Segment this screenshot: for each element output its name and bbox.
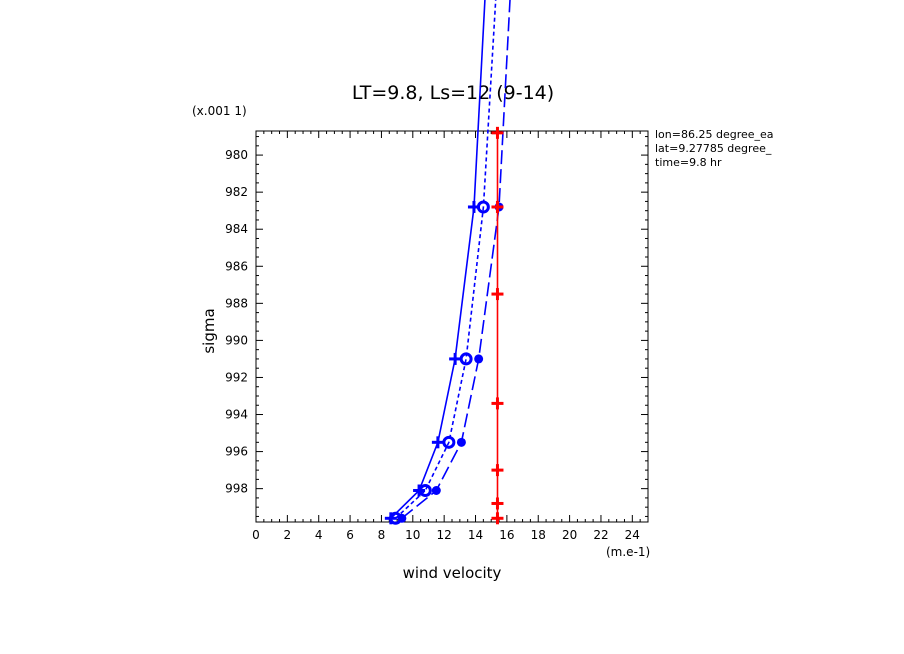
y-tick-label: 980 <box>225 148 248 162</box>
x-tick-label: 2 <box>284 528 292 542</box>
series-4-point <box>491 512 504 525</box>
series-4-point <box>491 397 504 410</box>
x-unit-label: (m.e-1) <box>606 545 650 559</box>
x-tick-label: 6 <box>346 528 354 542</box>
x-tick-label: 10 <box>405 528 420 542</box>
series-3-point <box>474 354 484 364</box>
x-tick-label: 14 <box>468 528 483 542</box>
y-tick-label: 982 <box>225 185 248 199</box>
series-3-point <box>397 513 407 523</box>
y-tick-label: 986 <box>225 259 248 273</box>
y-axis-label: sigma <box>200 308 218 353</box>
plot-frame <box>255 130 649 523</box>
series-4-point <box>491 200 504 213</box>
series-2-point <box>442 435 456 449</box>
x-tick-label: 4 <box>315 528 323 542</box>
series-line-2 <box>395 0 497 519</box>
y-tick-label: 990 <box>225 333 248 347</box>
series-2-point <box>459 352 473 366</box>
y-tick-label: 984 <box>225 222 248 236</box>
series-4-point <box>491 288 504 301</box>
y-tick-label: 996 <box>225 445 248 459</box>
series-3-point <box>431 485 441 495</box>
y-tick-label: 998 <box>225 482 248 496</box>
y-tick-label: 992 <box>225 370 248 384</box>
annotation-lon: lon=86.25 degree_ea <box>655 128 774 141</box>
series-1-point <box>431 436 444 449</box>
annotation-time: time=9.8 hr <box>655 156 722 169</box>
series-line-3 <box>401 0 511 519</box>
x-tick-label: 16 <box>499 528 514 542</box>
series-2-point <box>476 200 490 214</box>
x-tick-label: 18 <box>531 528 546 542</box>
x-tick-label: 20 <box>562 528 577 542</box>
series-4-point <box>491 126 504 139</box>
chart-title: LT=9.8, Ls=12 (9-14) <box>352 82 554 104</box>
x-tick-label: 0 <box>252 528 260 542</box>
y-tick-label: 988 <box>225 296 248 310</box>
x-tick-label: 22 <box>593 528 608 542</box>
annotation-lat: lat=9.27785 degree_ <box>655 142 772 155</box>
x-tick-label: 12 <box>437 528 452 542</box>
y-tick-label: 994 <box>225 408 248 422</box>
series-4-point <box>491 497 504 510</box>
series-3-point <box>456 437 466 447</box>
series-1-point <box>449 352 462 365</box>
y-scale-label: (x.001 1) <box>192 104 247 118</box>
x-tick-label: 24 <box>625 528 640 542</box>
series-line-1 <box>390 0 486 519</box>
series-2-point <box>418 483 432 497</box>
series-4-point <box>491 464 504 477</box>
x-tick-label: 8 <box>378 528 386 542</box>
x-axis-label: wind velocity <box>403 564 502 582</box>
